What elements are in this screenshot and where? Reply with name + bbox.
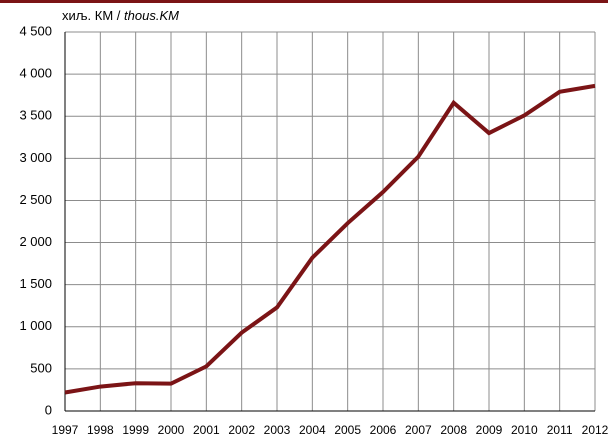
x-tick-label: 2012 bbox=[582, 423, 608, 436]
y-tick-label: 2 000 bbox=[19, 234, 52, 249]
x-tick-label: 2008 bbox=[440, 423, 467, 436]
y-tick-label: 3 500 bbox=[19, 108, 52, 123]
y-axis-label: хиљ. КМ / thous.KM bbox=[62, 8, 179, 23]
x-tick-label: 2009 bbox=[476, 423, 503, 436]
top-rule bbox=[0, 0, 608, 3]
x-tick-label: 1998 bbox=[87, 423, 114, 436]
y-tick-label: 500 bbox=[30, 360, 52, 375]
x-tick-label: 2001 bbox=[193, 423, 220, 436]
y-tick-label: 3 000 bbox=[19, 150, 52, 165]
x-tick-label: 2011 bbox=[547, 423, 573, 436]
y-tick-label: 4 000 bbox=[19, 66, 52, 81]
y-label-local: хиљ. КМ / bbox=[62, 8, 121, 23]
x-tick-label: 1999 bbox=[122, 423, 149, 436]
x-tick-label: 2004 bbox=[299, 423, 326, 436]
series-line bbox=[64, 83, 596, 395]
y-tick-label: 0 bbox=[45, 402, 52, 417]
y-tick-label: 1 500 bbox=[19, 276, 52, 291]
x-tick-label: 2003 bbox=[264, 423, 291, 436]
x-tick-label: 2005 bbox=[334, 423, 361, 436]
y-label-english: thous.KM bbox=[124, 8, 179, 23]
x-tick-label: 2002 bbox=[228, 423, 255, 436]
x-tick-label: 2007 bbox=[405, 423, 432, 436]
x-tick-label: 2006 bbox=[370, 423, 397, 436]
y-tick-label: 2 500 bbox=[19, 192, 52, 207]
x-tick-label: 2010 bbox=[511, 423, 538, 436]
x-tick-label: 1997 bbox=[52, 423, 79, 436]
y-tick-label: 4 500 bbox=[19, 23, 52, 38]
y-tick-label: 1 000 bbox=[19, 318, 52, 333]
x-tick-label: 2000 bbox=[158, 423, 185, 436]
